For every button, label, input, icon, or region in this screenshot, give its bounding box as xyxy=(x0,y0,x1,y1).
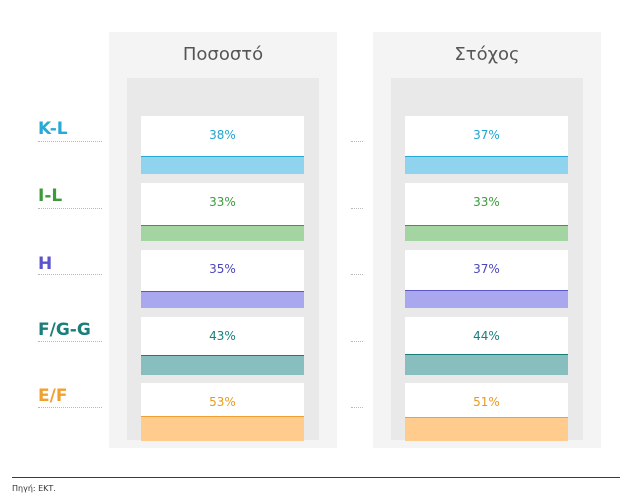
data-label: 33% xyxy=(209,195,236,209)
row-connector-line xyxy=(351,208,363,209)
bar-card: 43% xyxy=(141,317,304,375)
category-label: H xyxy=(38,254,53,274)
source-note: Πηγή: ΕΚΤ. xyxy=(12,484,56,493)
data-label: 53% xyxy=(209,395,236,409)
row-leader-line xyxy=(38,208,102,209)
panel-1: Στόχος 37% 33% 37% 44% 51% xyxy=(373,32,601,448)
data-label: 51% xyxy=(473,395,500,409)
panel-0: Ποσοστό 38% 33% 35% 43% 53% xyxy=(109,32,337,448)
panel-title: Ποσοστό xyxy=(182,44,264,65)
bar xyxy=(405,225,568,241)
row-leader-line xyxy=(38,407,102,408)
footer-divider xyxy=(12,477,620,478)
panel-inner: 37% 33% 37% 44% 51% xyxy=(391,78,583,441)
bar-card: 53% xyxy=(141,383,304,441)
data-label: 37% xyxy=(473,262,500,276)
bar-card: 51% xyxy=(405,383,568,441)
bar xyxy=(141,355,304,375)
bar-card: 37% xyxy=(405,250,568,308)
bar-card: 33% xyxy=(405,183,568,241)
bar-card: 38% xyxy=(141,116,304,174)
category-label: F/G-G xyxy=(38,320,91,340)
bar xyxy=(141,291,304,308)
row-leader-line xyxy=(38,141,102,142)
bar-card: 35% xyxy=(141,250,304,308)
data-label: 37% xyxy=(473,128,500,142)
data-label: 35% xyxy=(209,262,236,276)
category-label: E/F xyxy=(38,386,68,406)
bar xyxy=(405,290,568,308)
panel-inner: 38% 33% 35% 43% 53% xyxy=(127,78,319,441)
bar xyxy=(141,225,304,241)
data-label: 33% xyxy=(473,195,500,209)
bar xyxy=(405,354,568,375)
data-label: 38% xyxy=(209,128,236,142)
bar xyxy=(141,416,304,441)
bar-card: 44% xyxy=(405,317,568,375)
bar-card: 33% xyxy=(141,183,304,241)
bar xyxy=(405,156,568,174)
row-connector-line xyxy=(351,141,363,142)
bar xyxy=(405,417,568,441)
category-label: K-L xyxy=(38,119,68,139)
panel-title: Στόχος xyxy=(454,44,520,65)
data-label: 43% xyxy=(209,329,236,343)
row-leader-line xyxy=(38,274,102,275)
row-connector-line xyxy=(351,341,363,342)
data-label: 44% xyxy=(473,329,500,343)
row-leader-line xyxy=(38,341,102,342)
bar xyxy=(141,156,304,174)
bar-card: 37% xyxy=(405,116,568,174)
row-connector-line xyxy=(351,407,363,408)
row-connector-line xyxy=(351,274,363,275)
category-label: I-L xyxy=(38,186,63,206)
